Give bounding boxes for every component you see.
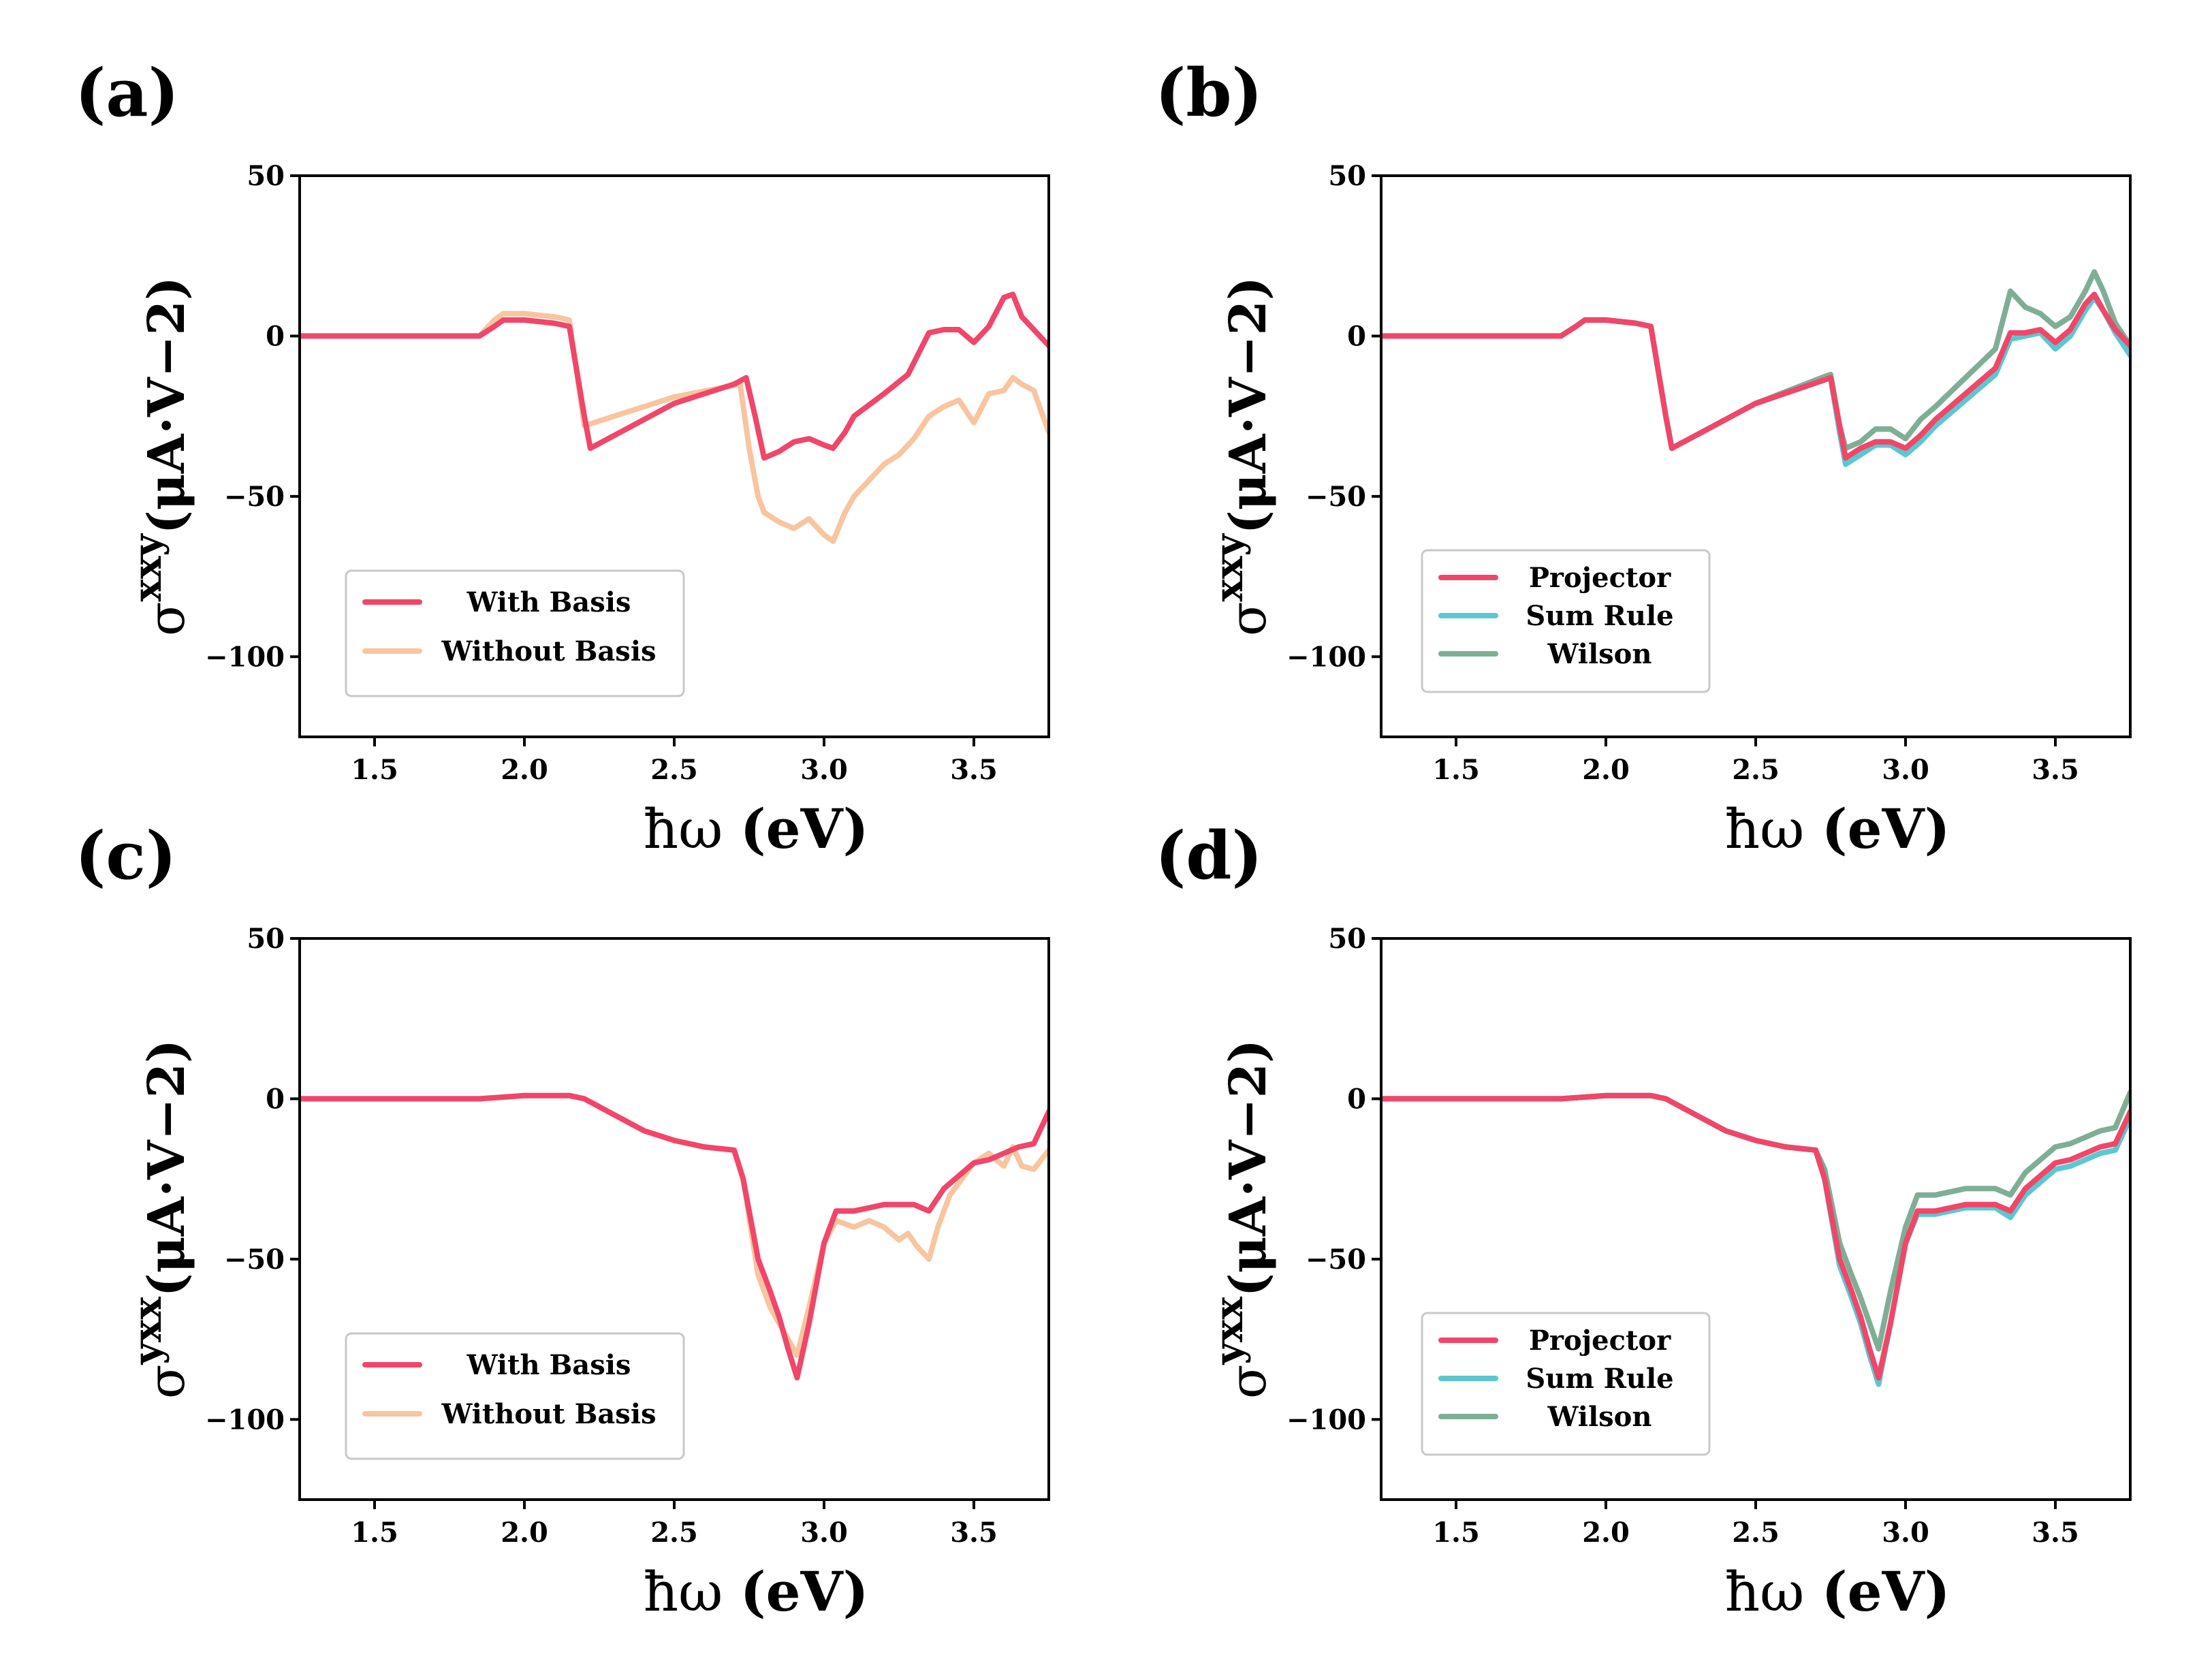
panel-label: (a) (75, 54, 179, 131)
x-axis-title: ħω (eV) (1725, 1560, 1950, 1624)
x-tick-label: 1.5 (351, 754, 398, 786)
y-axis-title: σxxy(μA·V−2) (125, 276, 196, 636)
x-axis-title-symbol: ħω (1725, 797, 1822, 861)
y-axis-title-superscript: yxx (125, 1297, 170, 1365)
legend-label-sum-rule: Sum Rule (1526, 600, 1673, 632)
y-axis-title-superscript: xxy (125, 533, 170, 602)
y-tick-label: −100 (1286, 641, 1366, 673)
series-line-sum-rule (1381, 294, 2130, 467)
x-axis-title-unit: (eV) (740, 1560, 869, 1624)
x-tick-label: 3.5 (950, 1517, 998, 1549)
x-tick-label: 1.5 (351, 1517, 398, 1549)
series-line-without-basis (300, 1092, 1049, 1359)
y-axis-title-unit: (μA·V−2) (1219, 276, 1278, 534)
series-line-with-basis (300, 1092, 1049, 1381)
x-tick-label: 2.0 (501, 1517, 548, 1549)
y-axis-title-sigma: σ (1219, 1365, 1278, 1400)
x-axis-title: ħω (eV) (1725, 797, 1950, 861)
x-axis-title-symbol: ħω (644, 1560, 740, 1624)
y-axis-title-sigma: σ (138, 602, 196, 637)
y-axis-title-unit: (μA·V−2) (1219, 1039, 1278, 1297)
x-tick-label: 2.5 (650, 754, 698, 786)
x-tick-label: 1.5 (1432, 1517, 1480, 1549)
legend: Projector Sum Rule Wilson (1421, 549, 1711, 693)
legend: With Basis Without Basis (345, 1332, 685, 1460)
panel-label: (c) (75, 817, 176, 894)
legend-label-wilson: Wilson (1547, 638, 1652, 670)
y-axis-title-superscript: xxy (1207, 533, 1252, 602)
y-axis-title-unit: (μA·V−2) (138, 276, 196, 534)
series-line-projector (1381, 291, 2130, 461)
x-axis-title-unit: (eV) (1822, 797, 1950, 861)
y-tick-label: −50 (1306, 1244, 1366, 1276)
x-tick-label: 3.0 (800, 754, 848, 786)
legend-box (345, 1332, 685, 1460)
x-tick-label: 1.5 (1432, 754, 1480, 786)
y-tick-label: 50 (247, 160, 285, 192)
legend-label-without-basis: Without Basis (441, 635, 656, 667)
panel-label: (b) (1155, 54, 1263, 131)
y-axis-title-sigma: σ (138, 1365, 196, 1400)
x-tick-label: 3.5 (950, 754, 998, 786)
y-tick-label: 0 (1347, 320, 1366, 352)
x-tick-label: 2.0 (1582, 754, 1630, 786)
y-axis-title-superscript: yxx (1207, 1297, 1252, 1365)
y-axis-title: σyxx(μA·V−2) (1207, 1039, 1278, 1399)
x-tick-label: 3.5 (2032, 754, 2079, 786)
x-tick-label: 2.5 (1732, 754, 1780, 786)
legend-label-without-basis: Without Basis (441, 1398, 656, 1430)
series-line-with-basis (300, 291, 1049, 461)
series-line-wilson (1381, 1090, 2130, 1352)
y-tick-label: −50 (1306, 481, 1366, 513)
x-tick-label: 3.0 (800, 1517, 848, 1549)
x-tick-label: 3.0 (1882, 754, 1929, 786)
x-tick-label: 3.0 (1882, 1517, 1929, 1549)
legend-label-projector: Projector (1529, 1325, 1671, 1357)
x-axis-title: ħω (eV) (644, 1560, 869, 1624)
y-axis-title-unit: (μA·V−2) (138, 1039, 196, 1297)
x-axis-title-symbol: ħω (1725, 1560, 1822, 1624)
x-tick-label: 2.5 (650, 1517, 698, 1549)
legend-label-wilson: Wilson (1547, 1401, 1652, 1433)
legend-label-sum-rule: Sum Rule (1526, 1363, 1673, 1395)
series-line-projector (1381, 1092, 2130, 1381)
x-tick-label: 2.5 (1732, 1517, 1780, 1549)
series-line-without-basis (300, 311, 1049, 544)
y-tick-label: 50 (1328, 160, 1366, 192)
y-tick-label: −100 (205, 1404, 285, 1436)
legend-label-with-basis: With Basis (467, 1349, 631, 1381)
y-axis-title: σyxx(μA·V−2) (125, 1039, 196, 1399)
y-axis-title-sigma: σ (1219, 602, 1278, 637)
y-tick-label: 0 (1347, 1083, 1366, 1115)
x-axis-title-unit: (eV) (740, 797, 869, 861)
legend: With Basis Without Basis (345, 569, 685, 697)
series-line-wilson (1381, 269, 2130, 452)
legend-box (345, 569, 685, 697)
y-tick-label: 50 (247, 923, 285, 955)
y-tick-label: −100 (205, 641, 285, 673)
y-tick-label: −50 (224, 481, 285, 513)
legend-label-with-basis: With Basis (467, 586, 631, 618)
x-tick-label: 3.5 (2032, 1517, 2079, 1549)
x-tick-label: 2.0 (501, 754, 548, 786)
x-axis-title-unit: (eV) (1822, 1560, 1950, 1624)
x-axis-title-symbol: ħω (644, 797, 740, 861)
y-axis-title: σxxy(μA·V−2) (1207, 276, 1278, 636)
legend-label-projector: Projector (1529, 562, 1671, 594)
y-tick-label: −50 (224, 1244, 285, 1276)
y-tick-label: 50 (1328, 923, 1366, 955)
y-tick-label: 0 (266, 320, 285, 352)
panel-label: (d) (1155, 817, 1263, 894)
legend: Projector Sum Rule Wilson (1421, 1312, 1711, 1456)
x-axis-title: ħω (eV) (644, 797, 869, 861)
x-tick-label: 2.0 (1582, 1517, 1630, 1549)
y-tick-label: 0 (266, 1083, 285, 1115)
y-tick-label: −100 (1286, 1404, 1366, 1436)
